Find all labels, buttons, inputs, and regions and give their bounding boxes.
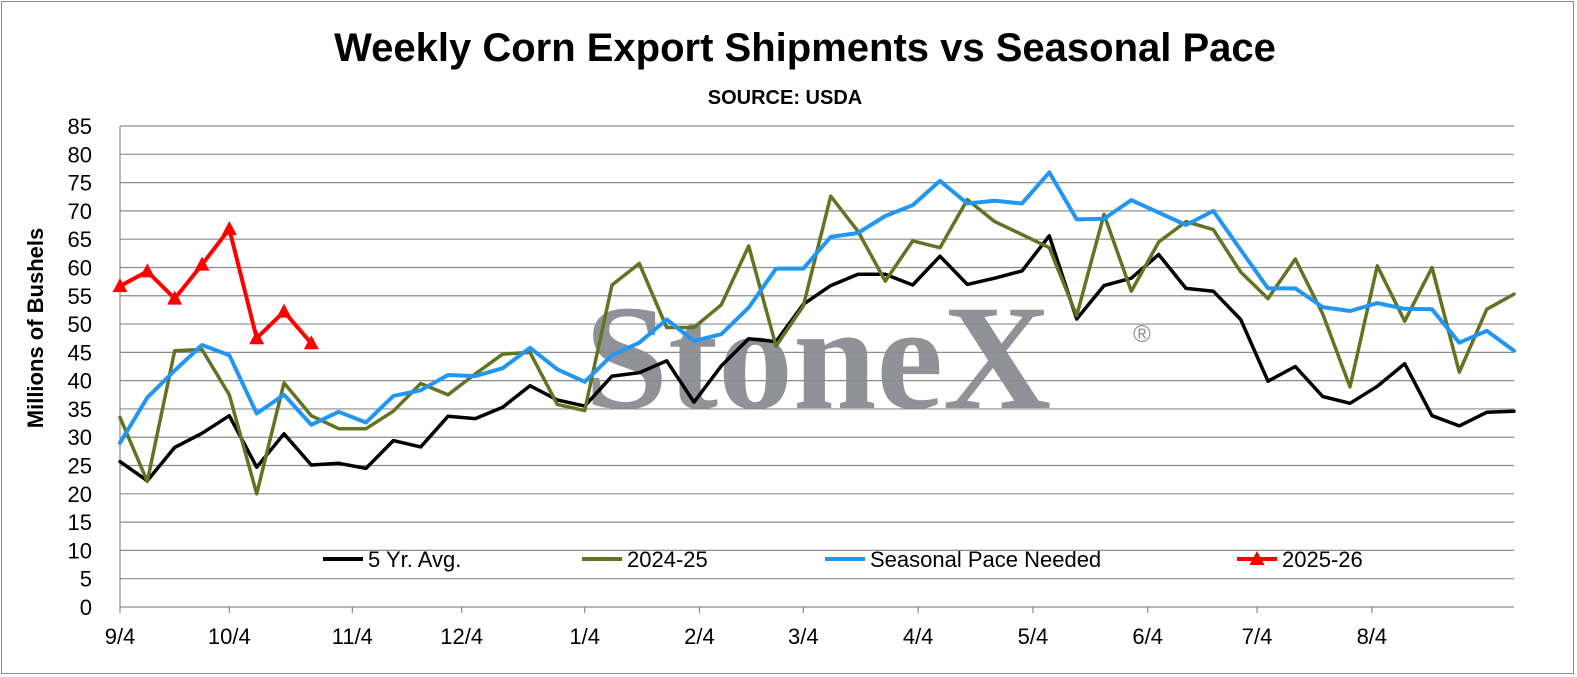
y-tick-label: 10 xyxy=(68,538,92,563)
y-tick-label: 5 xyxy=(80,567,92,592)
series-line-2025-26 xyxy=(118,227,314,346)
chart-subtitle: SOURCE: USDA xyxy=(707,87,863,109)
y-tick-label: 75 xyxy=(68,171,92,196)
x-tick-label: 11/4 xyxy=(332,624,373,649)
legend-label: 5 Yr. Avg. xyxy=(368,547,461,572)
chart-title: Weekly Corn Export Shipments vs Seasonal… xyxy=(334,26,1276,70)
y-tick-label: 70 xyxy=(68,199,92,224)
data-point-triangle xyxy=(139,263,155,278)
x-tick-label: 4/4 xyxy=(903,624,934,649)
series-line-seasonal-pace-needed xyxy=(118,170,1516,445)
y-tick-label: 55 xyxy=(68,284,92,309)
data-point-triangle xyxy=(276,303,292,318)
y-tick-label: 30 xyxy=(68,425,92,450)
gridlines xyxy=(120,125,1514,580)
y-tick-label: 60 xyxy=(68,255,92,280)
data-point-triangle xyxy=(167,290,183,305)
y-tick-label: 45 xyxy=(68,340,92,365)
y-tick-label: 25 xyxy=(68,454,92,479)
data-point-triangle xyxy=(221,220,237,235)
x-tick-label: 6/4 xyxy=(1132,624,1163,649)
y-tick-label: 65 xyxy=(68,227,92,252)
y-tick-label: 40 xyxy=(68,369,92,394)
x-tick-label: 1/4 xyxy=(569,624,600,649)
watermark-logo: StoneX xyxy=(585,275,1052,441)
data-point-triangle xyxy=(194,256,210,271)
series-line-5-yr-avg- xyxy=(118,234,1516,483)
y-tick-label: 15 xyxy=(68,510,92,535)
legend-label: 2025-26 xyxy=(1282,547,1363,572)
axes: 0 5 10 15 20 25 30 35 40 45 50 55 60 65 70 75 80 85 9/4 10/… xyxy=(68,114,1514,649)
watermark: StoneX ® xyxy=(585,275,1152,441)
data-point-triangle xyxy=(303,335,319,350)
y-tick-label: 50 xyxy=(68,312,92,337)
y-tick-label: 20 xyxy=(68,482,92,507)
data-point-triangle xyxy=(249,330,265,345)
y-tick-label: 35 xyxy=(68,397,92,422)
registered-mark: ® xyxy=(1133,321,1151,348)
data-point-triangle xyxy=(112,278,128,293)
legend-label: 2024-25 xyxy=(627,547,708,572)
x-tick-label: 12/4 xyxy=(440,624,483,649)
legend: 5 Yr. Avg. 2024-25 Seasonal Pace Needed 202… xyxy=(323,547,1363,572)
y-tick-label: 80 xyxy=(68,142,92,167)
x-tick-label: 9/4 xyxy=(105,624,136,649)
x-tick-label: 5/4 xyxy=(1018,624,1049,649)
x-tick-label: 2/4 xyxy=(684,624,715,649)
x-tick-label: 10/4 xyxy=(208,624,251,649)
legend-label: Seasonal Pace Needed xyxy=(870,547,1101,572)
y-tick-label: 0 xyxy=(80,595,92,620)
y-tick-label: 85 xyxy=(68,114,92,139)
legend-marker-triangle xyxy=(1249,551,1265,565)
x-tick-label: 8/4 xyxy=(1357,624,1388,649)
x-tick-label: 3/4 xyxy=(788,624,819,649)
series-group xyxy=(112,170,1516,496)
x-tick-label: 7/4 xyxy=(1242,624,1273,649)
